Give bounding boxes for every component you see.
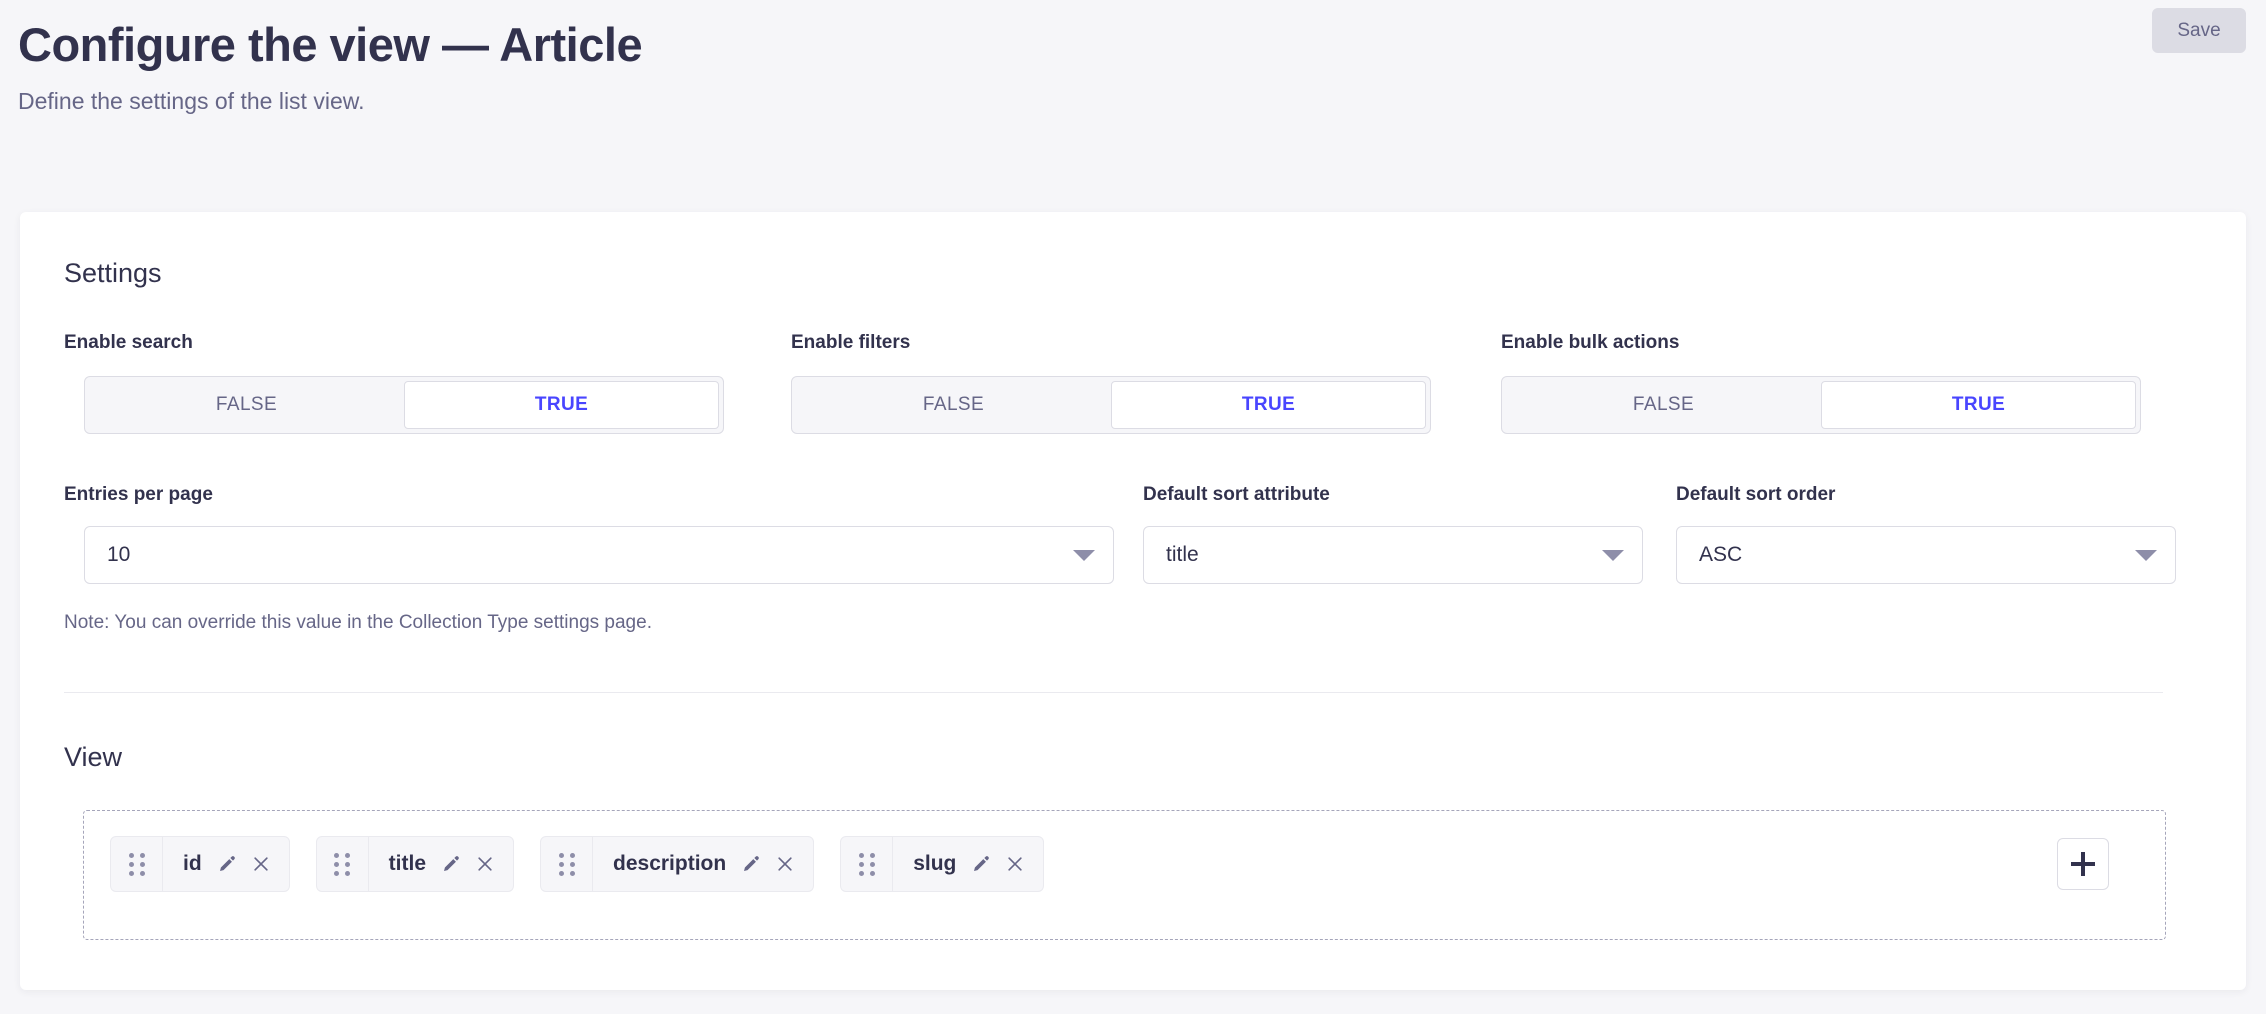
remove-close-icon[interactable] bbox=[775, 854, 795, 874]
view-field-chip[interactable]: id bbox=[110, 836, 290, 892]
page-header: Configure the view — Article Define the … bbox=[0, 0, 2266, 212]
toggle-enable-bulk-actions[interactable]: FALSE TRUE bbox=[1501, 376, 2141, 434]
page-title: Configure the view — Article bbox=[18, 18, 643, 71]
label-enable-bulk-actions: Enable bulk actions bbox=[1501, 332, 1680, 353]
save-button[interactable]: Save bbox=[2152, 8, 2246, 53]
plus-icon bbox=[2071, 852, 2095, 876]
view-fields-list: id title bbox=[110, 836, 1045, 892]
edit-pencil-icon[interactable] bbox=[970, 854, 991, 875]
toggle-enable-search[interactable]: FALSE TRUE bbox=[84, 376, 724, 434]
section-divider bbox=[64, 692, 2163, 693]
remove-close-icon[interactable] bbox=[1005, 854, 1025, 874]
view-field-label: slug bbox=[913, 852, 957, 875]
select-default-sort-order[interactable]: ASC bbox=[1676, 526, 2176, 584]
label-enable-filters: Enable filters bbox=[791, 332, 911, 353]
add-field-button[interactable] bbox=[2057, 838, 2109, 890]
view-field-chip-body: description bbox=[593, 837, 813, 891]
view-field-chip-body: id bbox=[163, 837, 289, 891]
label-entries-per-page: Entries per page bbox=[64, 484, 213, 505]
view-field-label: title bbox=[388, 852, 427, 875]
chevron-down-icon bbox=[1073, 549, 1095, 561]
select-entries-per-page-value: 10 bbox=[107, 543, 131, 566]
toggle-enable-bulk-actions-true[interactable]: TRUE bbox=[1821, 381, 2136, 429]
chevron-down-icon bbox=[2135, 549, 2157, 561]
toggle-enable-filters-true[interactable]: TRUE bbox=[1111, 381, 1426, 429]
chevron-down-icon bbox=[1602, 549, 1624, 561]
view-field-chip[interactable]: slug bbox=[840, 836, 1045, 892]
edit-pencil-icon[interactable] bbox=[440, 854, 461, 875]
toggle-enable-filters-false[interactable]: FALSE bbox=[796, 381, 1111, 429]
select-default-sort-attribute[interactable]: title bbox=[1143, 526, 1643, 584]
edit-pencil-icon[interactable] bbox=[740, 854, 761, 875]
remove-close-icon[interactable] bbox=[251, 854, 271, 874]
drag-handle-icon[interactable] bbox=[841, 837, 894, 891]
edit-pencil-icon[interactable] bbox=[216, 854, 237, 875]
toggle-enable-search-false[interactable]: FALSE bbox=[89, 381, 404, 429]
toggle-enable-filters[interactable]: FALSE TRUE bbox=[791, 376, 1431, 434]
page-subtitle: Define the settings of the list view. bbox=[18, 88, 365, 115]
remove-close-icon[interactable] bbox=[475, 854, 495, 874]
view-field-chip-body: slug bbox=[893, 837, 1043, 891]
label-default-sort-attribute: Default sort attribute bbox=[1143, 484, 1330, 505]
view-field-label: description bbox=[613, 852, 727, 875]
toggle-enable-search-true[interactable]: TRUE bbox=[404, 381, 719, 429]
entries-per-page-note: Note: You can override this value in the… bbox=[64, 612, 652, 633]
view-field-chip-body: title bbox=[369, 837, 513, 891]
toggle-enable-bulk-actions-false[interactable]: FALSE bbox=[1506, 381, 1821, 429]
view-field-chip[interactable]: title bbox=[315, 836, 515, 892]
view-section-title: View bbox=[64, 742, 123, 772]
settings-section-title: Settings bbox=[64, 258, 162, 288]
label-enable-search: Enable search bbox=[64, 332, 193, 353]
select-default-sort-attribute-value: title bbox=[1166, 543, 1199, 566]
drag-handle-icon[interactable] bbox=[111, 837, 163, 891]
drag-handle-icon[interactable] bbox=[541, 837, 594, 891]
view-fields-dropzone[interactable]: id title bbox=[83, 810, 2166, 940]
label-default-sort-order: Default sort order bbox=[1676, 484, 1836, 505]
select-entries-per-page[interactable]: 10 bbox=[84, 526, 1114, 584]
select-default-sort-order-value: ASC bbox=[1699, 543, 1743, 566]
view-field-label: id bbox=[183, 852, 202, 875]
drag-handle-icon[interactable] bbox=[317, 837, 369, 891]
view-field-chip[interactable]: description bbox=[540, 836, 815, 892]
